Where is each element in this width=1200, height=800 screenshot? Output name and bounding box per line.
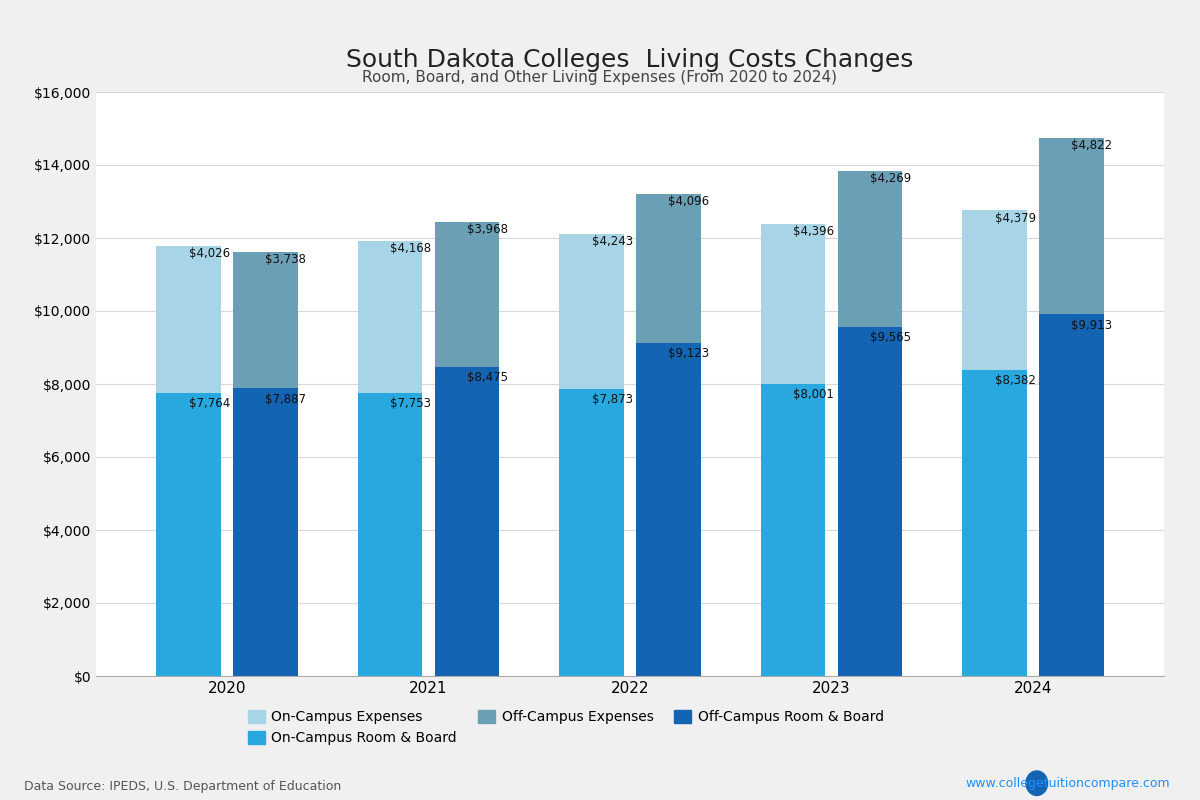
Text: $7,887: $7,887 bbox=[265, 393, 306, 406]
Title: South Dakota Colleges  Living Costs Changes: South Dakota Colleges Living Costs Chang… bbox=[347, 48, 913, 72]
Bar bbox=[761, 223, 826, 384]
Bar bbox=[1039, 314, 1104, 676]
Text: $4,243: $4,243 bbox=[592, 235, 632, 248]
Text: $4,379: $4,379 bbox=[995, 211, 1036, 225]
Text: $8,001: $8,001 bbox=[793, 388, 834, 402]
Text: $9,123: $9,123 bbox=[668, 347, 709, 360]
Bar bbox=[962, 210, 1027, 370]
Bar bbox=[233, 252, 298, 388]
Circle shape bbox=[1026, 771, 1048, 795]
Text: www.collegetuitioncompare.com: www.collegetuitioncompare.com bbox=[965, 778, 1170, 790]
Bar bbox=[434, 222, 499, 366]
Bar bbox=[559, 234, 624, 389]
Text: $8,382: $8,382 bbox=[995, 374, 1036, 387]
Bar bbox=[358, 393, 422, 676]
Bar bbox=[838, 327, 902, 676]
Bar bbox=[156, 246, 221, 393]
Bar bbox=[636, 343, 701, 676]
Text: $7,873: $7,873 bbox=[592, 393, 632, 406]
Text: $4,026: $4,026 bbox=[188, 247, 230, 260]
Text: Data Source: IPEDS, U.S. Department of Education: Data Source: IPEDS, U.S. Department of E… bbox=[24, 781, 341, 794]
Text: $4,168: $4,168 bbox=[390, 242, 431, 255]
Legend: On-Campus Expenses, On-Campus Room & Board, Off-Campus Expenses, Off-Campus Room: On-Campus Expenses, On-Campus Room & Boa… bbox=[242, 705, 889, 751]
Text: $4,396: $4,396 bbox=[793, 225, 834, 238]
Text: $4,822: $4,822 bbox=[1072, 139, 1112, 153]
Bar bbox=[233, 388, 298, 676]
Bar bbox=[1039, 138, 1104, 314]
Text: $7,764: $7,764 bbox=[188, 397, 230, 410]
Text: $4,096: $4,096 bbox=[668, 195, 709, 208]
Text: $9,565: $9,565 bbox=[870, 331, 911, 344]
Text: $4,269: $4,269 bbox=[870, 172, 911, 186]
Text: Room, Board, and Other Living Expenses (From 2020 to 2024): Room, Board, and Other Living Expenses (… bbox=[362, 70, 838, 85]
Text: $3,738: $3,738 bbox=[265, 253, 306, 266]
Bar bbox=[358, 241, 422, 393]
Text: $3,968: $3,968 bbox=[467, 223, 508, 236]
Text: $9,913: $9,913 bbox=[1072, 318, 1112, 331]
Bar bbox=[559, 389, 624, 676]
Text: $8,475: $8,475 bbox=[467, 371, 508, 384]
Text: $7,753: $7,753 bbox=[390, 398, 431, 410]
Bar bbox=[156, 393, 221, 676]
Bar bbox=[962, 370, 1027, 676]
Bar bbox=[761, 384, 826, 676]
Bar bbox=[838, 171, 902, 327]
Bar bbox=[636, 194, 701, 343]
Bar bbox=[434, 366, 499, 676]
